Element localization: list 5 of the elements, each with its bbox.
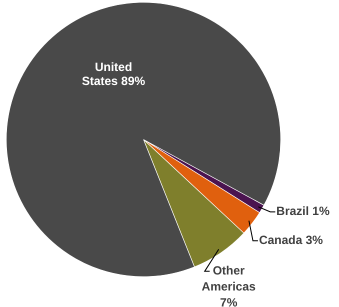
slice-label: United States 89% (82, 60, 146, 88)
slice-label: Canada 3% (258, 233, 324, 248)
slice-label: Other Americas (202, 264, 256, 294)
slice-label: Brazil 1% (276, 204, 330, 218)
data-label: 7% (220, 296, 238, 307)
